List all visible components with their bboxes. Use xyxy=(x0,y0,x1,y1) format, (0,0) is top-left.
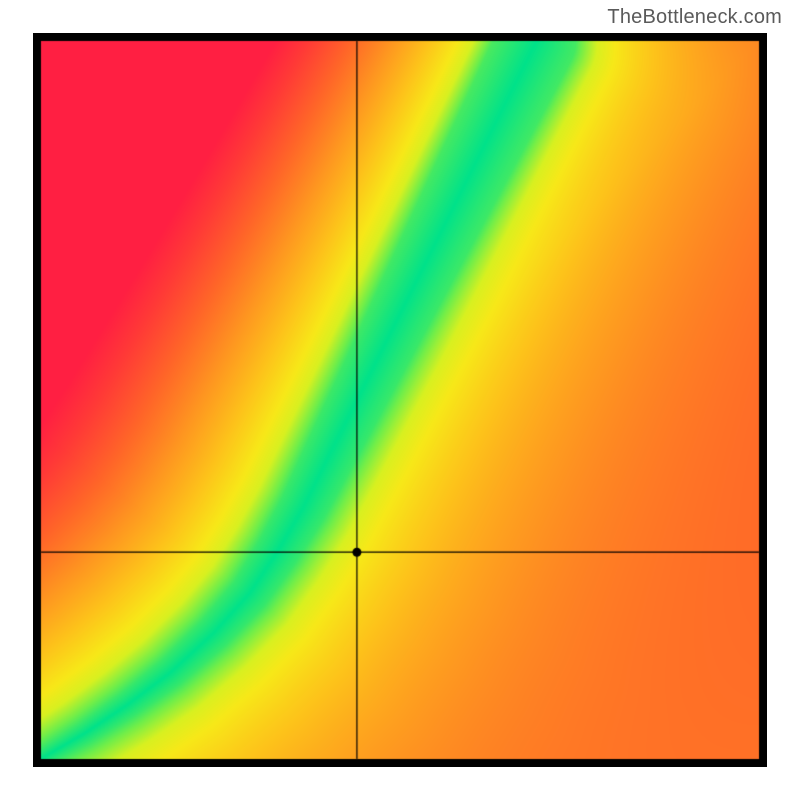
bottleneck-heatmap xyxy=(33,33,767,767)
watermark-text: TheBottleneck.com xyxy=(607,6,782,29)
crosshair-overlay xyxy=(33,33,767,767)
